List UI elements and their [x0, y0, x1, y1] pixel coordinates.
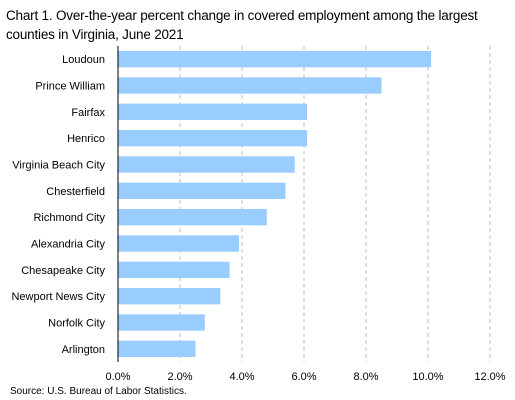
bar-richmond-city: [118, 209, 267, 226]
category-label: Henrico: [67, 133, 105, 145]
bar-loudoun: [118, 51, 432, 68]
gridlines: [179, 46, 491, 362]
category-labels: Loudoun Prince William Fairfax Henrico Virgi…: [11, 54, 105, 356]
category-label: Arlington: [62, 344, 105, 356]
x-tick-label: 2.0%: [167, 371, 192, 383]
x-tick-label: 0.0%: [105, 371, 130, 383]
category-label: Chesapeake City: [21, 265, 105, 277]
bar-henrico: [118, 130, 308, 147]
bar-chesapeake-city: [118, 261, 230, 278]
source-note: Source: U.S. Bureau of Labor Statistics.: [10, 386, 187, 397]
category-label: Alexandria City: [31, 239, 105, 251]
category-label: Richmond City: [33, 212, 105, 224]
chart-title: Chart 1. Over-the-year percent change in…: [6, 8, 478, 42]
category-label: Loudoun: [62, 54, 105, 66]
bar-arlington: [118, 340, 196, 357]
bars: [118, 51, 432, 357]
bar-norfolk-city: [118, 314, 205, 331]
x-tick-label: 12.0%: [474, 371, 505, 383]
x-tick-label: 4.0%: [229, 371, 254, 383]
category-label: Virginia Beach City: [12, 160, 105, 172]
category-label: Chesterfield: [46, 186, 105, 198]
bar-newport-news-city: [118, 288, 221, 305]
category-label: Fairfax: [71, 107, 105, 119]
bar-alexandria-city: [118, 235, 239, 252]
category-label: Newport News City: [11, 291, 105, 303]
x-tick-labels: 0.0% 2.0% 4.0% 6.0% 8.0% 10.0% 12.0%: [105, 371, 505, 383]
category-label: Prince William: [35, 81, 105, 93]
bar-virginia-beach-city: [118, 156, 295, 173]
x-tick-label: 8.0%: [353, 371, 378, 383]
bar-fairfax: [118, 103, 308, 120]
x-tick-label: 6.0%: [291, 371, 316, 383]
bar-chesterfield: [118, 182, 286, 199]
bar-prince-william: [118, 77, 382, 94]
category-label: Norfolk City: [48, 318, 105, 330]
x-tick-label: 10.0%: [412, 371, 443, 383]
